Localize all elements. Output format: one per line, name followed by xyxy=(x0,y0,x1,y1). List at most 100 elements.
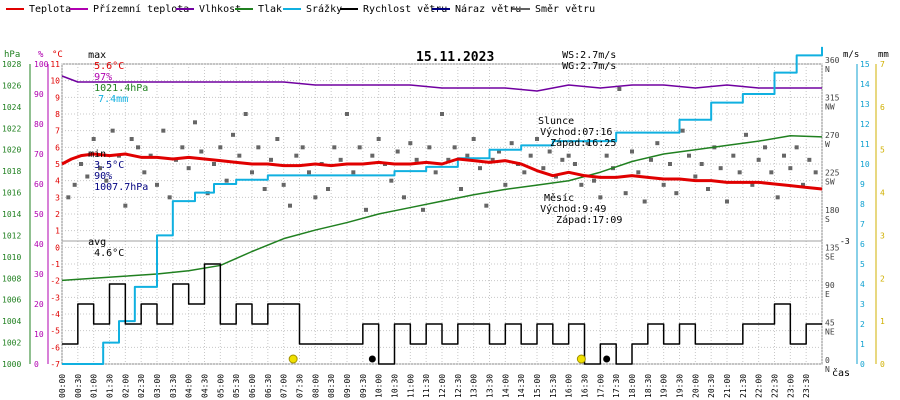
c-tick-label: 3 xyxy=(55,193,60,202)
x-tick-label: 10:30 xyxy=(391,374,400,398)
wind-direction-point xyxy=(750,182,755,187)
wind-direction-point xyxy=(775,195,780,200)
sun-moon-markers xyxy=(288,354,611,364)
hpa-tick-label: 1018 xyxy=(2,167,21,176)
wind-direction-point xyxy=(408,141,413,146)
x-tick-label: 17:00 xyxy=(596,374,605,398)
x-tick-label: 09:00 xyxy=(343,374,352,398)
wind-direction-point xyxy=(522,170,527,175)
c-tick-label: 11 xyxy=(50,60,60,69)
wind-direction-point xyxy=(414,157,419,162)
pct-tick-label: 40 xyxy=(34,240,44,249)
pressure-line xyxy=(61,135,823,282)
x-tick-label: 09:30 xyxy=(359,374,368,398)
wind-direction-point xyxy=(433,170,438,175)
wind-direction-point xyxy=(129,137,134,141)
dir-tick-label: 360 xyxy=(825,56,840,65)
x-tick-label: 08:30 xyxy=(327,374,336,398)
c-tick-label: -3 xyxy=(50,293,60,302)
hpa-axis-title: hPa xyxy=(4,50,20,60)
wind-direction-point xyxy=(402,195,406,200)
wind-direction-point xyxy=(313,195,318,200)
x-tick-label: 21:30 xyxy=(739,374,748,398)
wind-direction-point xyxy=(370,153,375,158)
wg-value: WG:2.7m/s xyxy=(562,61,617,72)
wind-direction-point xyxy=(155,182,159,187)
wind-direction-point xyxy=(649,157,653,162)
pct-tick-label: 20 xyxy=(34,300,44,309)
mm-tick-label: 6 xyxy=(880,103,885,112)
dir-compass-label: NW xyxy=(825,103,835,112)
wind-direction-point xyxy=(231,132,235,137)
wind-direction-point xyxy=(693,174,698,179)
wind-direction-point xyxy=(617,87,622,91)
rain-line xyxy=(62,46,823,365)
wind-direction-point xyxy=(769,170,774,175)
wind-direction-point xyxy=(459,187,463,191)
x-tick-label: 22:30 xyxy=(771,374,780,398)
wind-direction-point xyxy=(364,207,368,212)
stats-max-label: max xyxy=(88,50,107,61)
c-tick-label: -4 xyxy=(50,310,60,319)
wind-direction-point xyxy=(725,199,729,204)
x-tick-label: 14:30 xyxy=(517,374,526,398)
dir-tick-label: 90 xyxy=(825,281,835,290)
wind-direction-point xyxy=(395,149,400,154)
wind-direction-point xyxy=(661,182,666,187)
wind-direction-point xyxy=(79,162,83,166)
wind-direction-point xyxy=(376,137,381,141)
mm-tick-label: 0 xyxy=(880,360,885,369)
x-tick-label: 04:30 xyxy=(201,374,210,398)
stats-max-temp: 5.6°C xyxy=(94,61,125,72)
dir-compass-label: NE xyxy=(825,328,835,337)
pct-tick-label: 60 xyxy=(34,180,44,189)
stats-min-label: min xyxy=(88,149,107,160)
wind-direction-point xyxy=(72,182,77,187)
sun-marker xyxy=(576,354,586,364)
wind-direction-point xyxy=(744,132,748,137)
wind-direction-point xyxy=(332,145,337,150)
x-tick-label: 00:30 xyxy=(74,374,83,398)
wind-direction-point xyxy=(573,162,577,166)
wind-direction-point xyxy=(465,153,470,158)
wind-direction-point xyxy=(427,145,432,150)
mm-tick-label: 5 xyxy=(880,146,885,155)
wind-direction-point xyxy=(731,153,736,158)
x-tick-label: 06:00 xyxy=(248,374,257,398)
x-tick-label: 04:00 xyxy=(185,374,194,398)
hpa-tick-label: 1000 xyxy=(2,360,21,369)
hpa-tick-label: 1012 xyxy=(2,231,21,240)
moon-set: Západ:17:09 xyxy=(556,215,623,226)
moon-row: Měsíc Východ:9:49 Západ:17:09 xyxy=(500,182,622,237)
ms-tick-label: 14 xyxy=(860,80,870,89)
c-tick-label: -1 xyxy=(50,260,60,269)
wind-direction-point xyxy=(680,128,685,133)
x-tick-label: 05:00 xyxy=(216,374,225,398)
wind-direction-point xyxy=(718,166,723,171)
moon-marker xyxy=(368,355,376,363)
mm-tick-label: 7 xyxy=(880,60,885,69)
x-tick-label: 16:00 xyxy=(565,374,574,398)
x-tick-label: 20:30 xyxy=(707,374,716,398)
wind-direction-point xyxy=(585,141,590,146)
legend-label: Teplota xyxy=(29,4,71,15)
wind-direction-point xyxy=(579,182,584,187)
ms-tick-label: 5 xyxy=(860,260,865,269)
wind-direction-point xyxy=(142,170,147,175)
hpa-tick-label: 1022 xyxy=(2,124,21,133)
ms-tick-label: 8 xyxy=(860,200,865,209)
x-tick-label: 15:30 xyxy=(549,374,558,398)
ms-tick-label: 0 xyxy=(860,360,865,369)
ws-value: WS:2.7m/s xyxy=(562,50,617,61)
stats-max-row: max 5.6°C 97% 1021.4hPa 7.4mm xyxy=(52,39,148,116)
pct-tick-label: 100 xyxy=(34,60,49,69)
stats-avg-row: avg 4.6°C xyxy=(52,226,148,270)
mm-tick-label: 3 xyxy=(880,231,885,240)
x-tick-label: 13:00 xyxy=(470,374,479,398)
hpa-tick-label: 1014 xyxy=(2,210,21,219)
wind-direction-point xyxy=(389,178,394,183)
c-tick-label: 0 xyxy=(55,243,60,252)
c-tick-label: 5 xyxy=(55,160,60,169)
wind-direction-point xyxy=(737,170,742,175)
